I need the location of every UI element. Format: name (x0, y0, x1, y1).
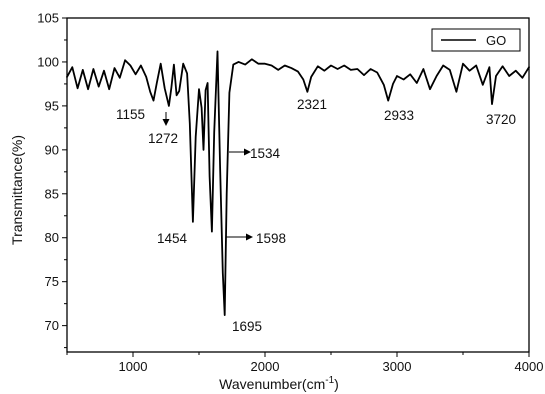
annotation-label-1598: 1598 (256, 231, 286, 246)
axis-tick-labels: 70 75 80 85 90 95 100 105 1000 2000 3000 4000 (37, 11, 543, 375)
y-axis-title: Transmittance(%) (9, 135, 25, 245)
y-tick-label: 80 (45, 230, 59, 245)
y-tick-label: 105 (37, 11, 59, 26)
y-tick-label: 100 (37, 54, 59, 69)
annotation-label-2321: 2321 (297, 97, 327, 112)
x-axis-title: Wavenumber(cm-1) (219, 375, 339, 392)
x-tick-label: 2000 (251, 359, 280, 374)
x-axis-title-suffix: ) (334, 376, 339, 392)
x-tick-label: 1000 (119, 359, 148, 374)
plot-border (66, 17, 530, 353)
y-tick-label: 70 (45, 318, 59, 333)
x-tick-label: 3000 (383, 359, 412, 374)
series-line-go (66, 50, 530, 317)
annotation-label-1272: 1272 (148, 131, 178, 146)
plot-frame (66, 17, 530, 353)
annotation-label-3720: 3720 (486, 112, 516, 127)
annotation-label-2933: 2933 (384, 108, 414, 123)
y-tick-label: 85 (45, 186, 59, 201)
x-tick-label: 4000 (515, 359, 544, 374)
annotation-label-1534: 1534 (250, 146, 281, 161)
series-layer (66, 50, 530, 317)
y-tick-label: 75 (45, 274, 59, 289)
annotation-label-1454: 1454 (157, 231, 188, 246)
x-axis-title-sup: -1 (325, 375, 334, 386)
legend: GO (431, 28, 521, 52)
annotation-label-1155: 1155 (116, 107, 145, 122)
y-tick-label: 90 (45, 142, 59, 157)
legend-label-go: GO (486, 33, 506, 48)
x-axis-title-main: Wavenumber(cm (219, 376, 325, 392)
y-tick-label: 95 (45, 98, 59, 113)
axis-ticks (62, 17, 530, 357)
annotation-label-1695: 1695 (232, 319, 262, 334)
